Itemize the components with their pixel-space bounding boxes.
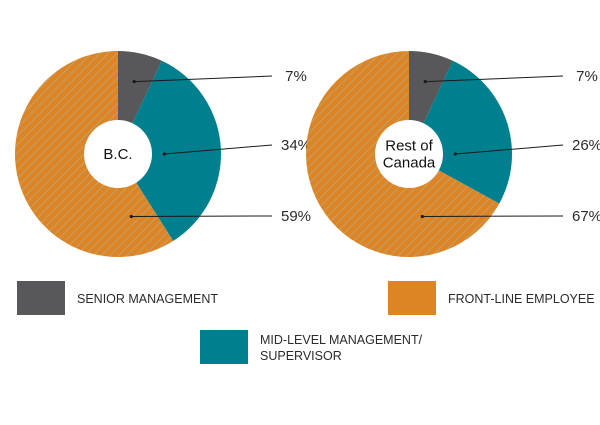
- leader-dot: [129, 214, 133, 219]
- legend: SENIOR MANAGEMENT FRONT-LINE EMPLOYEE MID-…: [17, 281, 595, 364]
- legend-label: SUPERVISOR: [260, 349, 342, 363]
- leader-dot: [162, 152, 166, 156]
- leader-dot: [132, 80, 136, 84]
- donut-hole: [375, 120, 443, 188]
- percent-label-front-line-employee: 67%: [572, 208, 600, 225]
- legend-senior-management: SENIOR MANAGEMENT: [17, 281, 218, 315]
- percent-label-front-line-employee: 59%: [281, 208, 311, 225]
- legend-label: MID-LEVEL MANAGEMENT/: [260, 333, 423, 347]
- legend-front-line-employee: FRONT-LINE EMPLOYEE: [388, 281, 595, 315]
- legend-mid-level-management: MID-LEVEL MANAGEMENT/SUPERVISOR: [200, 330, 423, 364]
- legend-swatch: [17, 281, 65, 315]
- slice-mid-level-management: [118, 60, 221, 241]
- legend-label: SENIOR MANAGEMENT: [77, 292, 218, 306]
- percent-label-mid-level-management: 26%: [572, 137, 600, 154]
- legend-swatch: [388, 281, 436, 315]
- leader-dot: [423, 80, 427, 84]
- donut-hole: [84, 120, 152, 188]
- chart-center-label: Canada: [383, 155, 436, 172]
- leader-line: [134, 75, 273, 83]
- legend-label: FRONT-LINE EMPLOYEE: [448, 292, 595, 306]
- chart-center-label: Rest of: [385, 138, 433, 155]
- leader-line: [164, 144, 273, 155]
- chart-center-label: B.C.: [103, 146, 132, 163]
- leader-line: [455, 144, 564, 155]
- leader-line: [425, 75, 564, 83]
- percent-label-senior-management: 7%: [576, 68, 598, 85]
- leader-dot: [453, 152, 457, 156]
- legend-swatch: [200, 330, 248, 364]
- donut-bc: B.C. 7% 34% 59%: [14, 51, 311, 257]
- leader-dot: [420, 214, 424, 219]
- percent-label-mid-level-management: 34%: [281, 137, 311, 154]
- percent-label-senior-management: 7%: [285, 68, 307, 85]
